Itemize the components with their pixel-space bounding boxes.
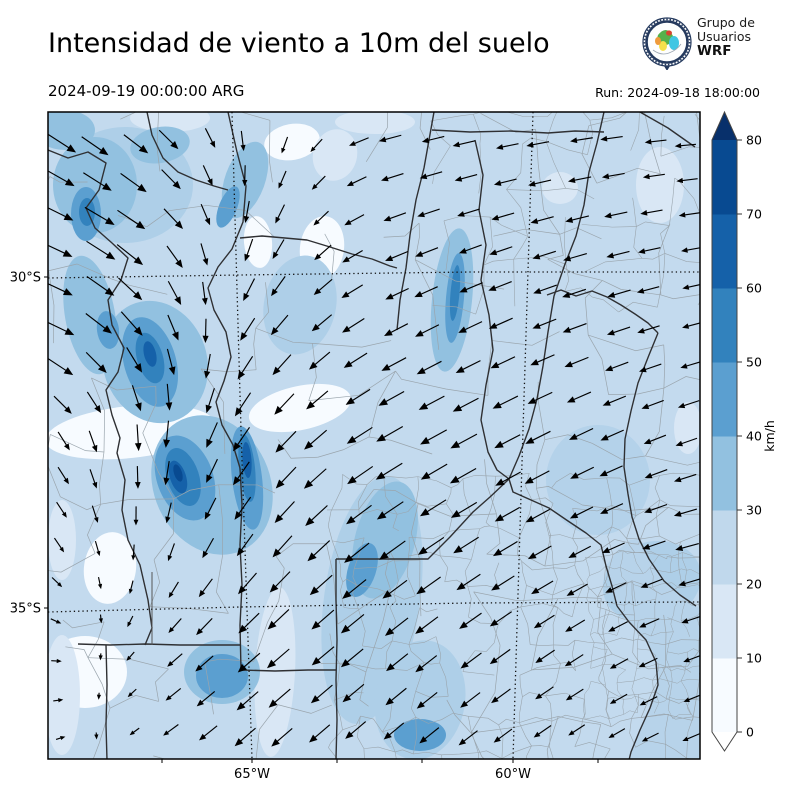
- wrf-logo-emblem-icon: [642, 17, 692, 71]
- run-time-label: Run: 2024-09-18 18:00:00: [595, 85, 760, 100]
- wind-arrows: [48, 128, 700, 747]
- colorbar-tick-label: 0: [746, 725, 754, 740]
- colorbar-tick-label: 20: [746, 577, 762, 592]
- colorbar-tick-label: 50: [746, 355, 762, 370]
- colorbar-tick-label: 10: [746, 651, 762, 666]
- colorbar-tick-label: 80: [746, 133, 762, 148]
- colorbar-unit-label: km/h: [762, 420, 777, 452]
- colorbar-tick-label: 30: [746, 503, 762, 518]
- map-frame: [47, 111, 701, 760]
- axis-labels: 30°S 35°S 65°W 60°W: [10, 271, 599, 782]
- colorbar: 0 10 20 30 40 50 60 70 80 km/h: [711, 110, 777, 752]
- lon-tick-label: 65°W: [234, 767, 270, 782]
- lat-tick-label: 35°S: [10, 602, 41, 617]
- colorbar-over-arrow: [712, 112, 737, 140]
- page-title: Intensidad de viento a 10m del suelo: [48, 28, 550, 59]
- department-boundaries: [48, 112, 700, 759]
- rio-de-la-plata: [606, 539, 700, 759]
- logo-text-line2: Usuarios: [697, 29, 752, 44]
- colorbar-tick-label: 70: [746, 207, 762, 222]
- colorbar-under-arrow: [712, 732, 737, 751]
- logo-text-line1: Grupo de: [697, 15, 755, 30]
- graticule: [48, 112, 700, 759]
- lat-tick-label: 30°S: [10, 271, 41, 286]
- wrf-user-group-logo: Grupo de Usuarios WRF: [640, 14, 800, 74]
- map-area: [48, 112, 700, 759]
- colorbar-tick-label: 40: [746, 429, 762, 444]
- logo-text-wrf: WRF: [697, 43, 732, 59]
- valid-time-label: 2024-09-19 00:00:00 ARG: [48, 82, 245, 100]
- lon-tick-label: 60°W: [495, 767, 531, 782]
- colorbar-tick-label: 60: [746, 281, 762, 296]
